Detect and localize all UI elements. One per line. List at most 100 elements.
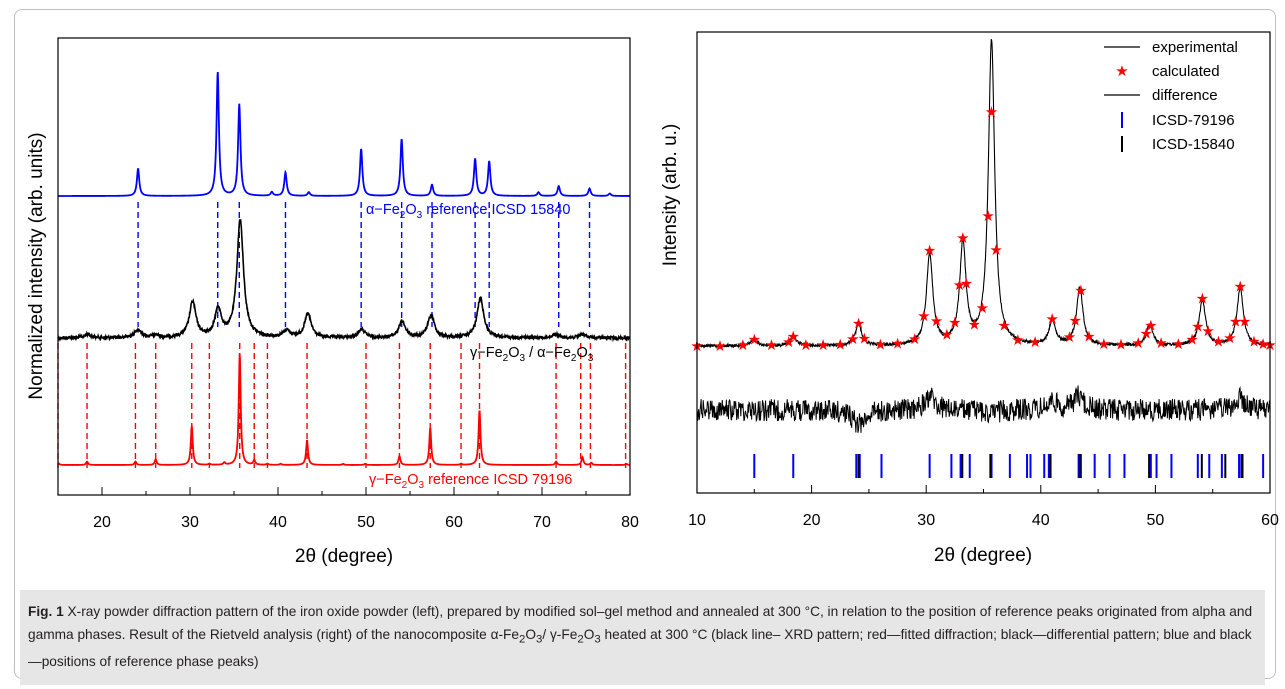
legend-calculated-label: calculated — [1152, 63, 1220, 80]
calculated-star-point: ★ — [846, 330, 859, 348]
caption-subscript: 2 — [577, 633, 584, 646]
caption-text: / γ-Fe — [542, 626, 578, 642]
calculated-star-point: ★ — [953, 276, 966, 294]
left-xtick-label: 20 — [93, 514, 111, 531]
calculated-star-point: ★ — [1074, 282, 1087, 300]
calculated-star-point: ★ — [956, 229, 969, 247]
calculated-star-point: ★ — [1140, 324, 1153, 342]
caption-subscript: 3 — [536, 633, 543, 646]
caption-background — [20, 590, 1265, 685]
calculated-star-point: ★ — [858, 330, 871, 348]
calculated-star-point: ★ — [787, 327, 800, 345]
calculated-star-point: ★ — [997, 316, 1010, 334]
calculated-star-point: ★ — [799, 336, 812, 354]
calculated-star-point: ★ — [765, 336, 778, 354]
right-x-axis-title: 2θ (degree) — [934, 545, 1032, 566]
legend-difference-label: difference — [1152, 87, 1218, 104]
caption-text: O — [583, 626, 595, 642]
legend-icsd79196-label: ICSD-79196 — [1152, 112, 1235, 129]
legend-icsd15840-label: ICSD-15840 — [1152, 136, 1235, 153]
calculated-star-point: ★ — [1185, 331, 1198, 349]
calculated-star-point: ★ — [1191, 317, 1204, 335]
right-xtick-label: 30 — [917, 512, 935, 529]
calculated-star-point: ★ — [960, 275, 973, 293]
left-xtick-label: 60 — [445, 514, 463, 531]
left-xtick-label: 80 — [621, 514, 639, 531]
calculated-star-point: ★ — [874, 335, 887, 353]
left-x-ticks — [57, 487, 631, 495]
calculated-star-point: ★ — [1256, 335, 1269, 353]
calculated-star-point: ★ — [1201, 322, 1214, 340]
mixed-phase-label: γ−Fe2O3 / α−Fe2O3 — [470, 345, 594, 364]
calculated-star-point: ★ — [1114, 336, 1127, 354]
caption-text: heated at 300 °C (black line– XRD patter… — [28, 626, 1252, 669]
difference-line — [696, 385, 1271, 433]
calculated-star-point: ★ — [1212, 333, 1225, 351]
calculated-star-point: ★ — [1011, 331, 1024, 349]
calculated-star-point: ★ — [1097, 335, 1110, 353]
left-xtick-label: 50 — [357, 514, 375, 531]
calculated-star-point: ★ — [1238, 313, 1251, 331]
calculated-star-point: ★ — [736, 336, 749, 354]
caption-text: O — [525, 626, 537, 642]
left-series-line — [58, 71, 630, 197]
calculated-star-point: ★ — [1154, 334, 1167, 352]
right-x-ticks — [696, 485, 1271, 493]
left-plot-frame — [57, 37, 631, 496]
right-xtick-label: 40 — [1032, 512, 1050, 529]
right-chart: ★ ★ ★★ ★ ★★ ★ ★ ★ ★★★ ★ ★ ★★★★★★★★★★★★★★★★ ★★★★★★ ★ ★ ★… — [660, 31, 1279, 566]
left-xtick-label: 40 — [269, 514, 287, 531]
calculated-star-point: ★ — [852, 315, 865, 333]
gamma-reference-label: γ−Fe2O3 reference ICSD 79196 — [369, 472, 572, 491]
caption-subscript: 3 — [594, 633, 601, 646]
left-y-axis-title: Normalized intensity (arb. units) — [26, 132, 47, 399]
calculated-star-point: ★ — [940, 325, 953, 343]
experimental-line — [696, 38, 1270, 350]
left-series — [57, 71, 631, 466]
right-reference-tick-marks — [753, 454, 1265, 478]
calculated-star-point: ★ — [948, 314, 961, 332]
calculated-star-point: ★ — [908, 330, 921, 348]
calculated-star-point: ★ — [917, 307, 930, 325]
right-xtick-label: 20 — [803, 512, 821, 529]
left-x-axis-title: 2θ (degree) — [295, 546, 393, 567]
left-chart: 20 30 40 50 60 70 80 2θ (degree) Normali… — [26, 37, 639, 567]
right-xtick-label: 60 — [1261, 512, 1279, 529]
right-series — [696, 38, 1271, 433]
calculated-star-point: ★ — [816, 336, 829, 354]
right-y-axis-title: Intensity (arb. u.) — [660, 124, 681, 267]
calculated-star-point: ★ — [713, 337, 726, 355]
calculated-star-point: ★ — [1046, 310, 1059, 328]
calculated-star-point: ★ — [1247, 332, 1260, 350]
left-series-line — [57, 353, 630, 466]
calculated-star-point: ★ — [1131, 334, 1144, 352]
calculated-star-point: ★ — [1223, 329, 1236, 347]
legend-star-icon: ★ — [1115, 62, 1128, 80]
calculated-star-point: ★ — [891, 335, 904, 353]
caption-text: X-ray powder diffraction pattern of the … — [28, 604, 1253, 642]
right-xtick-label: 10 — [688, 512, 706, 529]
calculated-star-point: ★ — [981, 207, 994, 225]
calculated-star-point: ★ — [1068, 312, 1081, 330]
calculated-star-point: ★ — [1196, 289, 1209, 307]
figure-caption: Fig. 1 X-ray powder diffraction pattern … — [28, 601, 1263, 673]
left-series-line — [57, 218, 631, 343]
alpha-reference-label: α−Fe2O3 reference ICSD 15840 — [366, 202, 571, 221]
right-legend: experimental ★ calculated difference ICS… — [1104, 39, 1238, 153]
caption-label: Fig. 1 — [28, 604, 64, 619]
calculated-star-point: ★ — [968, 315, 981, 333]
right-xtick-label: 50 — [1147, 512, 1165, 529]
left-xtick-label: 70 — [533, 514, 551, 531]
calculated-star-point: ★ — [1063, 328, 1076, 346]
figure-svg: 20 30 40 50 60 70 80 2θ (degree) Normali… — [26, 31, 1279, 567]
calculated-star-point: ★ — [1082, 327, 1095, 345]
left-xtick-label: 30 — [181, 514, 199, 531]
calculated-star-point: ★ — [1172, 335, 1185, 353]
calculated-star-point: ★ — [985, 103, 998, 121]
calculated-star-point: ★ — [976, 299, 989, 317]
calculated-star-point: ★ — [923, 241, 936, 259]
calculated-star-point: ★ — [1233, 277, 1246, 295]
calculated-star-point: ★ — [782, 333, 795, 351]
calculated-star-point: ★ — [930, 312, 943, 330]
caption-subscript: 2 — [519, 633, 526, 646]
